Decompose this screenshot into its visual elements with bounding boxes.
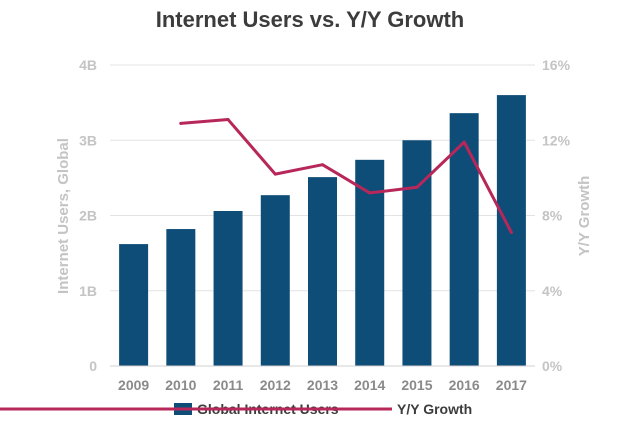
- bar-2009: [119, 244, 149, 366]
- y2-tick-label: 4%: [542, 283, 563, 299]
- y2-axis-label: Y/Y Growth: [576, 176, 593, 257]
- growth-point-2013: [321, 163, 324, 167]
- y-tick-label: 1B: [79, 283, 97, 299]
- y-tick-label: 3B: [79, 132, 97, 148]
- x-tick-label: 2016: [449, 377, 480, 393]
- y2-tick-label: 8%: [542, 208, 563, 224]
- line-series: [179, 118, 513, 234]
- bar-2010: [166, 229, 196, 366]
- growth-point-2016: [462, 140, 466, 144]
- x-tick-label: 2012: [260, 377, 291, 393]
- bar-2011: [213, 210, 243, 366]
- y-tick-label: 0: [89, 358, 97, 374]
- x-tick-label: 2009: [118, 377, 149, 393]
- y2-tick-label: 12%: [542, 132, 571, 148]
- growth-point-2010: [179, 121, 183, 125]
- x-tick-label: 2014: [354, 377, 385, 393]
- growth-line: [179, 118, 513, 234]
- bar-2015: [402, 140, 432, 366]
- y2-tick-label: 0%: [542, 358, 563, 374]
- axes: 0 1B 2B 3B 4B 0% 4% 8% 12% 16% 2009 2010 2011 2012 201…: [79, 57, 570, 393]
- growth-point-2012: [273, 172, 277, 176]
- x-tick-label: 2015: [401, 377, 432, 393]
- legend-label-growth: Y/Y Growth: [397, 401, 472, 417]
- chart-title: Internet Users vs. Y/Y Growth: [156, 7, 465, 32]
- bar-2012: [260, 195, 290, 366]
- bar-2016: [449, 113, 479, 366]
- x-tick-label: 2013: [307, 377, 338, 393]
- bar-2013: [308, 177, 337, 366]
- x-tick-label: 2011: [213, 377, 244, 393]
- growth-point-2014: [368, 191, 372, 195]
- y-tick-label: 2B: [79, 208, 97, 224]
- legend: Global Internet Users Y/Y Growth: [0, 401, 472, 417]
- growth-point-2017: [509, 230, 513, 234]
- x-tick-label: 2017: [496, 377, 527, 393]
- growth-point-2015: [415, 185, 419, 189]
- bar-series: [119, 95, 526, 366]
- y-tick-label: 4B: [79, 57, 97, 73]
- x-tick-label: 2010: [165, 377, 196, 393]
- growth-point-2011: [226, 118, 230, 122]
- y-axis-label: Internet Users, Global: [55, 138, 72, 294]
- y2-tick-label: 16%: [542, 57, 571, 73]
